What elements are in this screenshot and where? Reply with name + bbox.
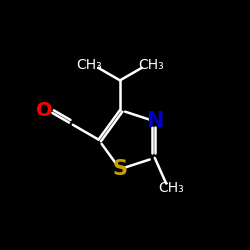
Text: CH₃: CH₃ [138, 58, 164, 71]
Text: S: S [112, 159, 128, 179]
Text: CH₃: CH₃ [76, 58, 102, 71]
Text: CH₃: CH₃ [158, 182, 184, 196]
Text: O: O [36, 101, 52, 120]
Text: N: N [146, 111, 164, 131]
